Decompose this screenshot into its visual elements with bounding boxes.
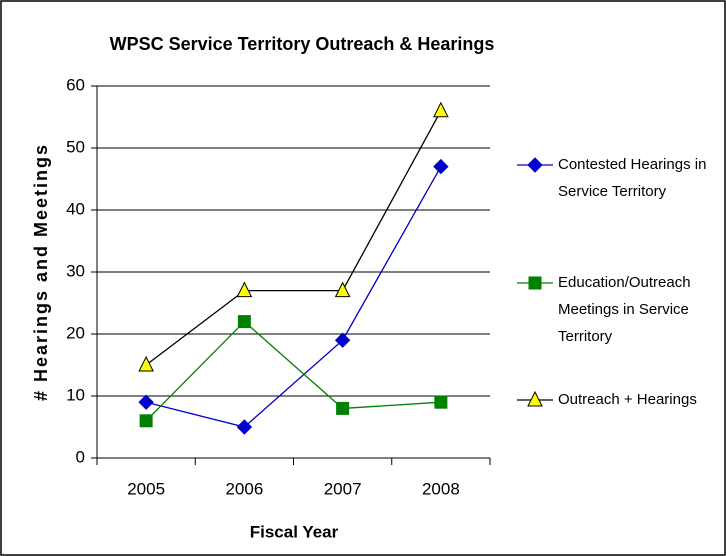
triangle-marker xyxy=(527,390,543,407)
series-line xyxy=(145,166,442,428)
triangle-marker xyxy=(334,281,351,298)
y-tick-label: 60 xyxy=(66,75,85,94)
triangle-marker xyxy=(138,355,154,372)
diamond-marker xyxy=(433,158,449,175)
x-tick-label: 2005 xyxy=(127,479,165,498)
series-line xyxy=(145,320,441,422)
y-axis-title: # Hearings and Meetings xyxy=(31,143,51,401)
square-marker xyxy=(336,401,350,415)
x-tick-label: 2007 xyxy=(324,479,362,498)
x-tick-label: 2008 xyxy=(422,479,460,498)
square-marker xyxy=(139,414,153,428)
legend-label: Education/Outreach Meetings in Service T… xyxy=(558,274,691,345)
square-marker xyxy=(434,395,448,409)
legend-label: Contested Hearings in Service Territory xyxy=(558,156,707,200)
x-tick-label: 2006 xyxy=(225,479,263,498)
triangle-marker xyxy=(236,281,253,298)
diamond-marker xyxy=(138,394,154,410)
triangle-marker xyxy=(433,101,449,118)
chart-title: WPSC Service Territory Outreach & Hearin… xyxy=(110,34,495,54)
y-tick-label: 40 xyxy=(66,199,85,218)
series-line xyxy=(145,110,442,366)
diamond-marker xyxy=(236,419,253,435)
diamond-marker xyxy=(527,157,543,173)
legend-label: Outreach + Hearings xyxy=(558,391,697,408)
y-tick-label: 50 xyxy=(66,137,85,156)
square-marker xyxy=(237,315,251,329)
y-tick-label: 10 xyxy=(66,385,85,404)
diamond-marker xyxy=(334,332,351,348)
square-marker xyxy=(528,276,542,290)
y-tick-label: 20 xyxy=(66,323,85,342)
x-axis-title: Fiscal Year xyxy=(250,522,339,541)
y-tick-label: 30 xyxy=(66,261,85,280)
y-tick-label: 0 xyxy=(76,447,85,466)
